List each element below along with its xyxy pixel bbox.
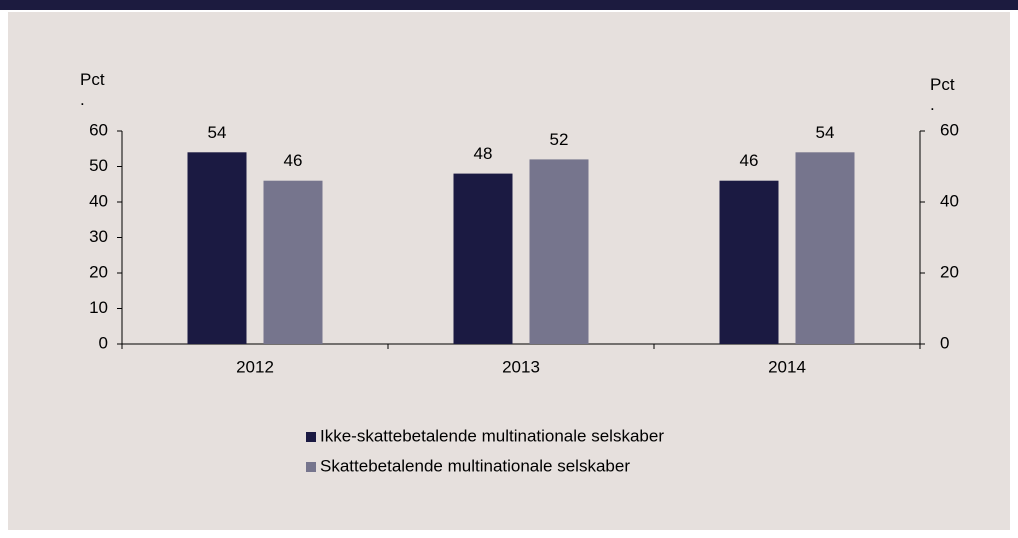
bar bbox=[795, 152, 855, 344]
value-label: 54 bbox=[208, 123, 227, 142]
y-tick-label: 0 bbox=[99, 333, 108, 352]
bar bbox=[453, 173, 513, 344]
bar bbox=[529, 159, 589, 344]
legend-swatch bbox=[306, 432, 316, 442]
y-tick-label: 40 bbox=[89, 191, 108, 210]
value-label: 46 bbox=[740, 151, 759, 170]
y-tick-label: 30 bbox=[89, 227, 108, 246]
y2-tick-label: 60 bbox=[940, 120, 959, 139]
value-label: 46 bbox=[284, 151, 303, 170]
y2-tick-label: 40 bbox=[940, 191, 959, 210]
x-tick-label: 2013 bbox=[502, 357, 540, 376]
y-tick-label: 50 bbox=[89, 156, 108, 175]
y2-tick-label: 20 bbox=[940, 262, 959, 281]
y-tick-label: 10 bbox=[89, 298, 108, 317]
legend-label: Skattebetalende multinationale selskaber bbox=[320, 456, 630, 475]
x-tick-label: 2012 bbox=[236, 357, 274, 376]
legend-swatch bbox=[306, 462, 316, 472]
y-tick-label: 60 bbox=[89, 120, 108, 139]
bar bbox=[263, 180, 323, 344]
y-tick-label: 20 bbox=[89, 262, 108, 281]
value-label: 48 bbox=[474, 144, 493, 163]
x-tick-label: 2014 bbox=[768, 357, 806, 376]
y2-axis-label: Pct . bbox=[930, 75, 955, 114]
value-label: 54 bbox=[816, 123, 835, 142]
y2-tick-label: 0 bbox=[940, 333, 949, 352]
bar bbox=[187, 152, 247, 344]
legend-label: Ikke-skattebetalende multinationale sels… bbox=[320, 426, 664, 445]
y-axis-label: Pct . bbox=[80, 70, 105, 109]
value-label: 52 bbox=[550, 130, 569, 149]
top-bar bbox=[0, 0, 1018, 10]
bar bbox=[719, 180, 779, 344]
